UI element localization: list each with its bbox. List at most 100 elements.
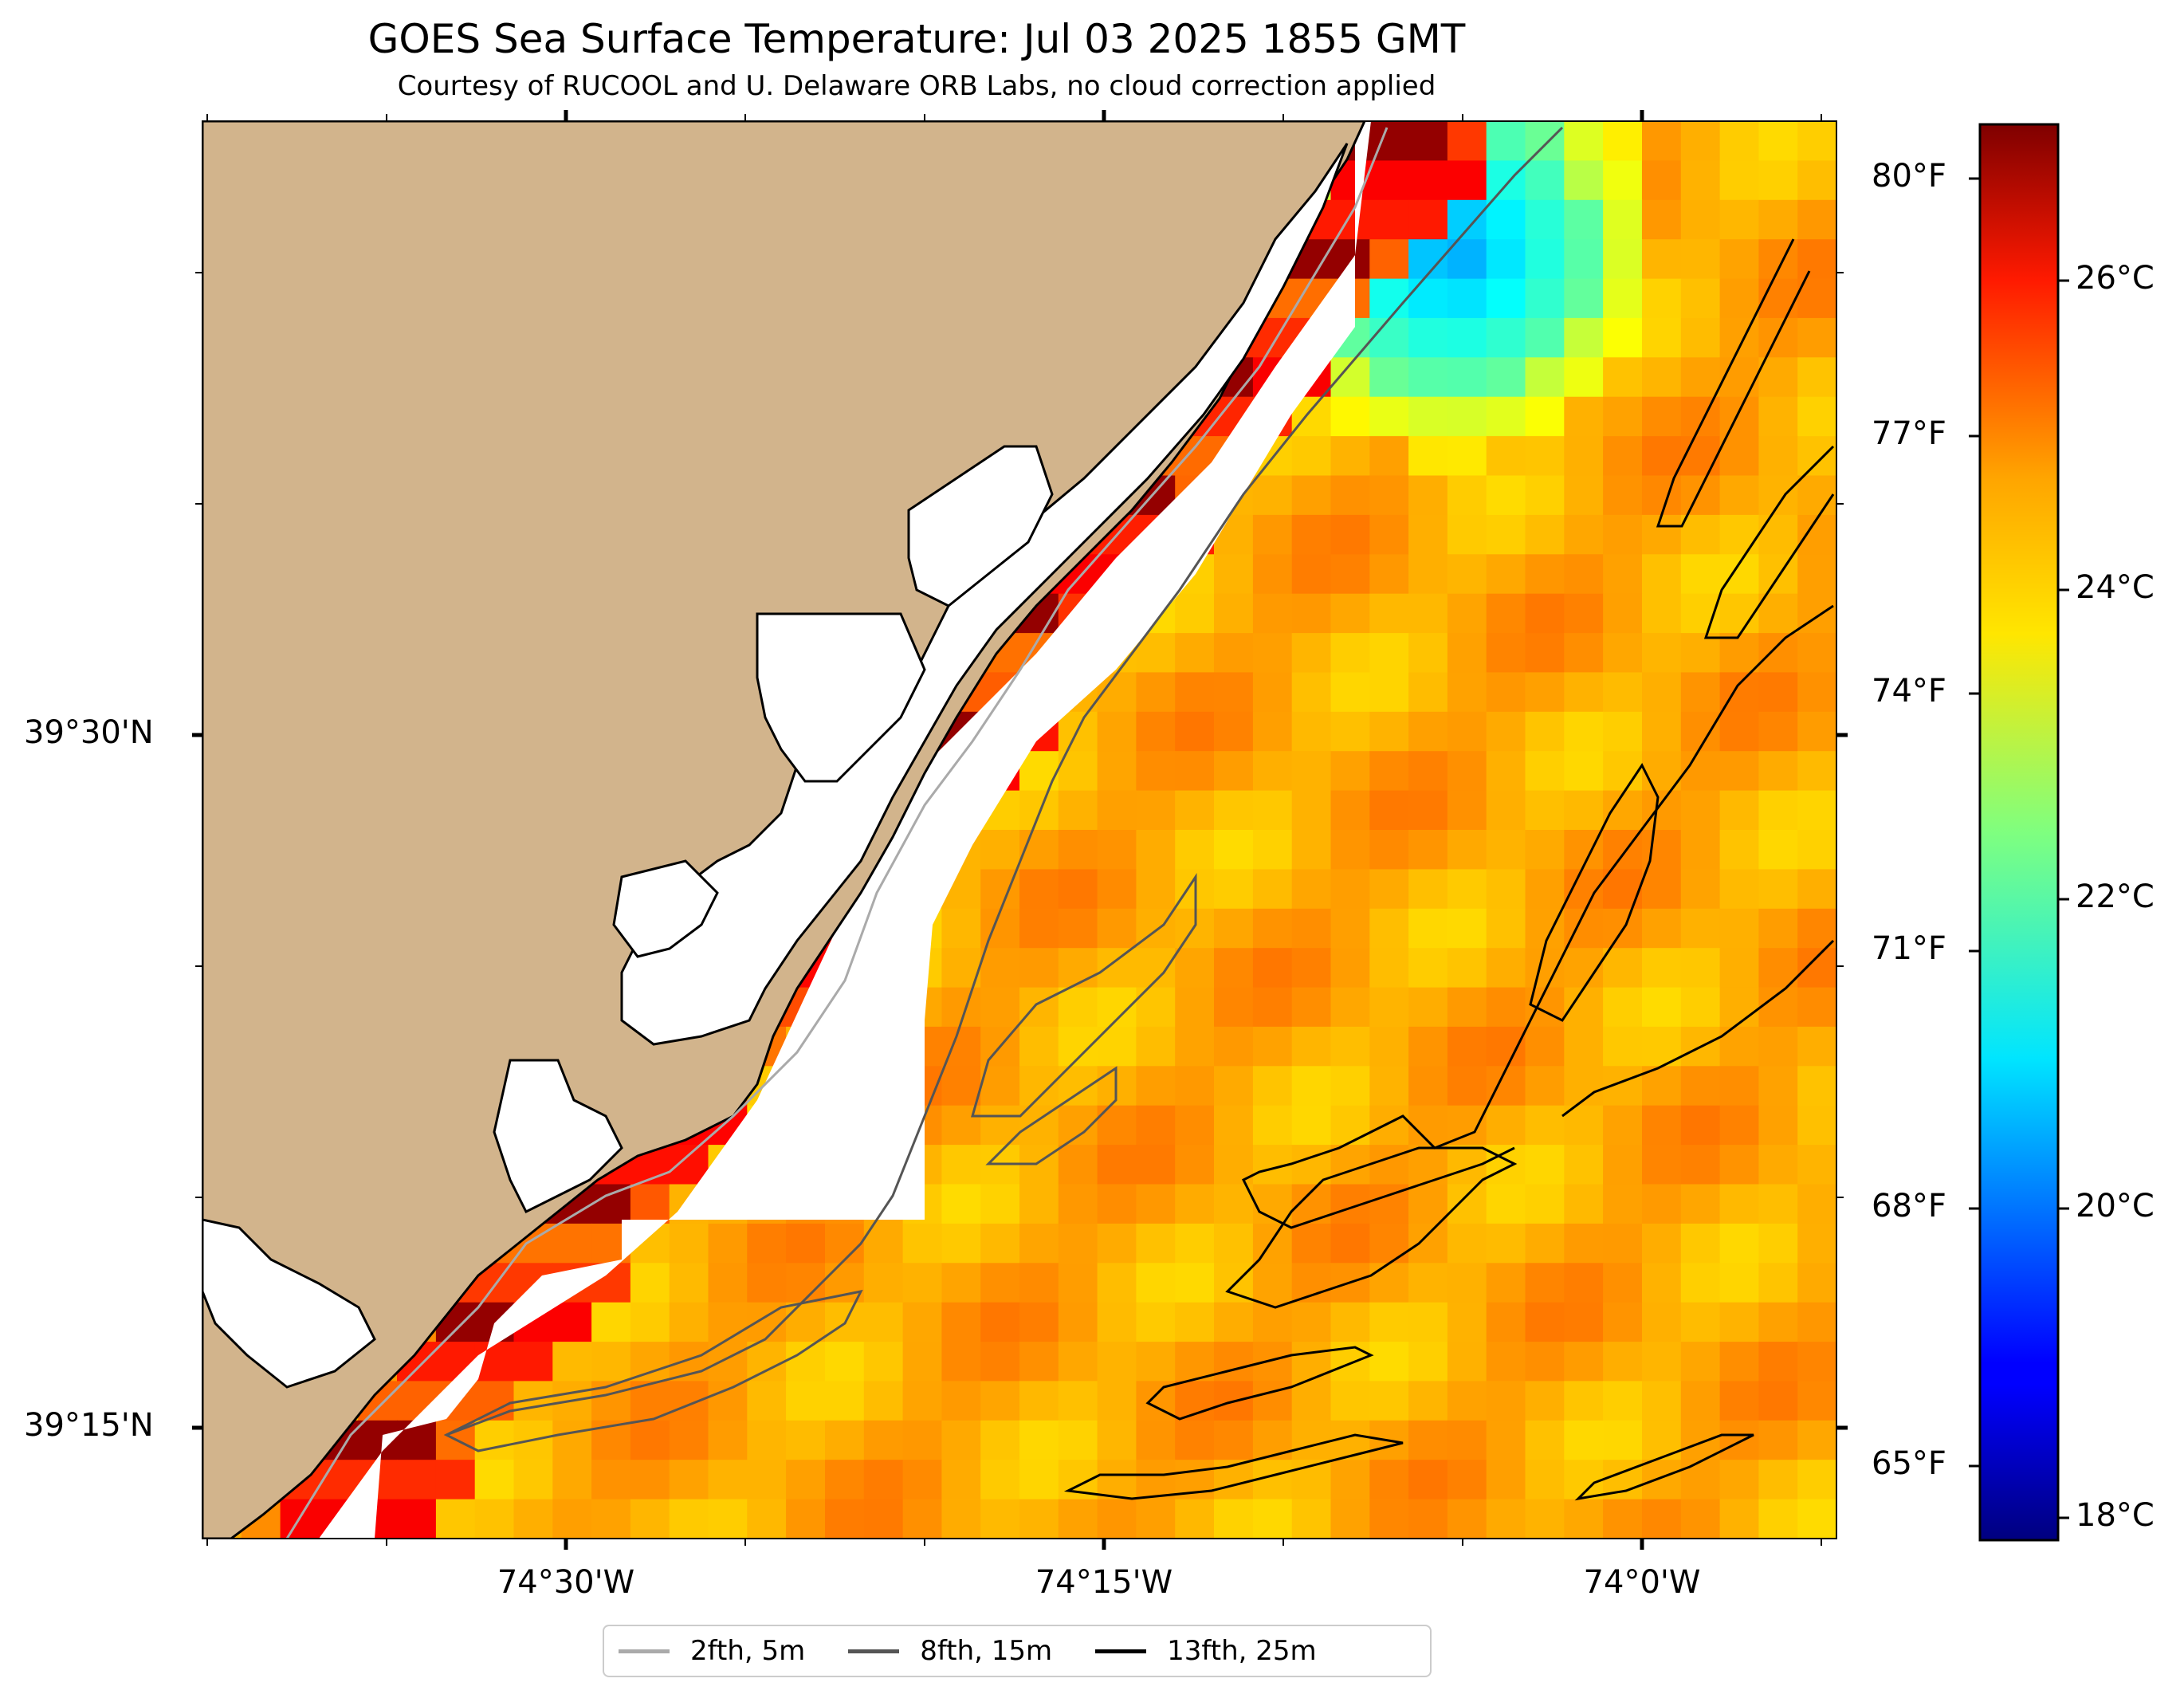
colorbar-fahrenheit-label: 65°F [1872, 1445, 1946, 1482]
colorbar-fahrenheit-label: 80°F [1872, 158, 1946, 195]
colorbar-ticks [1969, 177, 2069, 1519]
sst-pixel [747, 1342, 787, 1382]
sst-pixel [1680, 1460, 1721, 1500]
sst-pixel [1291, 1263, 1332, 1303]
sst-pixel [1758, 396, 1798, 437]
sst-pixel [1058, 1184, 1098, 1224]
sst-pixel [1797, 869, 1836, 910]
sst-pixel [1603, 554, 1643, 595]
sst-pixel [1680, 317, 1721, 358]
sst-pixel [941, 1381, 981, 1421]
legend-item: 8fth, 15m [848, 1635, 1052, 1667]
sst-pixel [1525, 199, 1565, 240]
sst-pixel [669, 1499, 709, 1539]
sst-pixel [747, 1460, 787, 1500]
sst-pixel [1175, 1184, 1215, 1224]
sst-pixel [1330, 711, 1370, 752]
sst-pixel [1486, 278, 1526, 319]
sst-pixel [1758, 790, 1798, 831]
sst-pixel [1797, 199, 1836, 240]
sst-pixel [1564, 672, 1604, 713]
sst-pixel [1291, 514, 1332, 555]
sst-pixel [1525, 1066, 1565, 1106]
sst-pixel [747, 1223, 787, 1264]
sst-pixel [1758, 751, 1798, 792]
contour-13fth [1063, 1433, 1404, 1500]
sst-pixel [1291, 672, 1332, 713]
sst-pixel [1447, 396, 1487, 437]
sst-pixel [1719, 475, 1759, 516]
sst-pixel [1408, 633, 1448, 674]
sst-pixel [1175, 1263, 1215, 1303]
sst-pixel [513, 1499, 553, 1539]
legend-item: 13fth, 25m [1095, 1635, 1317, 1667]
sst-pixel [1564, 239, 1604, 280]
sst-pixel [552, 1499, 592, 1539]
sst-pixel [1642, 514, 1682, 555]
sst-pixel [1019, 987, 1059, 1028]
sst-pixel [1291, 1499, 1332, 1539]
map-area [202, 121, 1836, 1539]
sst-pixel [1447, 1342, 1487, 1382]
sst-pixel [1214, 1026, 1254, 1067]
map-frame [202, 120, 1837, 1539]
sst-pixel [980, 1342, 1020, 1382]
sst-pixel [1603, 1263, 1643, 1303]
sst-pixel [1486, 1223, 1526, 1264]
sst-pixel [1564, 790, 1604, 831]
sst-pixel [1797, 830, 1836, 870]
sst-pixel [1603, 239, 1643, 280]
sst-pixel [1486, 908, 1526, 949]
sst-pixel [1330, 908, 1370, 949]
sst-pixel [1330, 751, 1370, 792]
sst-pixel [1019, 869, 1059, 910]
sst-pixel [1408, 1302, 1448, 1342]
sst-pixel [1603, 1342, 1643, 1382]
sst-pixel [902, 1420, 942, 1460]
sst-pixel [941, 1223, 981, 1264]
sst-pixel [1447, 1420, 1487, 1460]
sst-pixel [1214, 633, 1254, 674]
sst-pixel [1447, 1381, 1487, 1421]
sst-pixel [1680, 475, 1721, 516]
sst-pixel [1330, 1223, 1370, 1264]
sst-pixel [513, 1342, 553, 1382]
sst-pixel [825, 1223, 865, 1264]
sst-pixel [1252, 830, 1293, 870]
legend-swatch [848, 1649, 900, 1653]
sst-pixel [1680, 987, 1721, 1028]
sst-pixel [1564, 633, 1604, 674]
sst-pixel [1097, 869, 1137, 910]
sst-pixel [1719, 1302, 1759, 1342]
sst-pixel [1019, 1420, 1059, 1460]
sst-pixel [1797, 475, 1836, 516]
sst-pixel [1797, 908, 1836, 949]
sst-pixel [1486, 830, 1526, 870]
sst-pixel [435, 1460, 476, 1500]
sst-pixel [1058, 908, 1098, 949]
sst-pixel [1214, 593, 1254, 634]
sst-pixel [1680, 396, 1721, 437]
sst-pixel [1486, 1381, 1526, 1421]
sst-pixel [1408, 1026, 1448, 1067]
sst-pixel [1603, 987, 1643, 1028]
sst-pixel [980, 1184, 1020, 1224]
sst-pixel [1642, 317, 1682, 358]
colorbar-fahrenheit-label: 77°F [1872, 415, 1946, 452]
sst-pixel [1642, 1460, 1682, 1500]
sst-pixel [1642, 436, 1682, 477]
sst-pixel [1603, 948, 1643, 989]
sst-pixel [1642, 869, 1682, 910]
sst-pixel [1330, 830, 1370, 870]
sst-pixel [1525, 672, 1565, 713]
sst-pixel [1408, 1263, 1448, 1303]
legend-label: 2fth, 5m [690, 1635, 806, 1667]
sst-pixel [474, 1420, 515, 1460]
sst-pixel [786, 1420, 826, 1460]
sst-pixel [1136, 1026, 1176, 1067]
sst-pixel [1486, 751, 1526, 792]
sst-pixel [941, 1342, 981, 1382]
sst-pixel [1680, 711, 1721, 752]
sst-pixel [1642, 1499, 1682, 1539]
sst-pixel [863, 1420, 904, 1460]
